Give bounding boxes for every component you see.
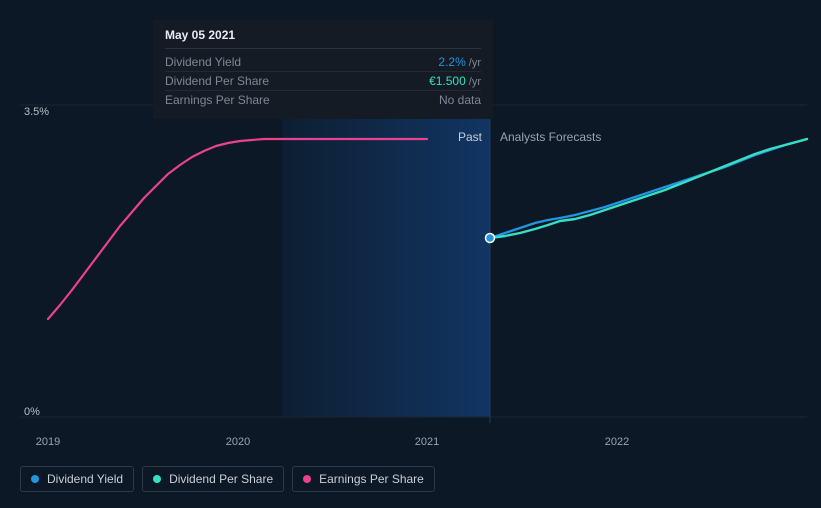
legend-label: Dividend Yield: [47, 472, 123, 486]
x-tick-2022: 2022: [605, 436, 629, 448]
legend-swatch: [303, 475, 311, 483]
tooltip-row-eps: Earnings Per Share No data: [165, 91, 481, 109]
tooltip-row-dps: Dividend Per Share €1.500/yr: [165, 72, 481, 91]
tooltip-label: Dividend Yield: [165, 55, 241, 69]
x-tick-2021: 2021: [415, 436, 439, 448]
legend-item-eps[interactable]: Earnings Per Share: [292, 466, 435, 492]
legend: Dividend Yield Dividend Per Share Earnin…: [20, 466, 435, 492]
tooltip-row-yield: Dividend Yield 2.2%/yr: [165, 53, 481, 72]
tooltip-value: €1.500/yr: [429, 74, 481, 88]
legend-label: Earnings Per Share: [319, 472, 424, 486]
x-tick-2019: 2019: [36, 436, 60, 448]
hover-tooltip: May 05 2021 Dividend Yield 2.2%/yr Divid…: [153, 20, 493, 119]
y-tick-max: 3.5%: [24, 106, 49, 118]
legend-item-yield[interactable]: Dividend Yield: [20, 466, 134, 492]
legend-swatch: [31, 475, 39, 483]
y-tick-min: 0%: [24, 406, 40, 418]
tooltip-date: May 05 2021: [165, 28, 481, 49]
tooltip-value: No data: [439, 93, 481, 107]
x-tick-2020: 2020: [226, 436, 250, 448]
tooltip-value: 2.2%/yr: [438, 55, 481, 69]
legend-label: Dividend Per Share: [169, 472, 273, 486]
legend-item-dps[interactable]: Dividend Per Share: [142, 466, 284, 492]
tooltip-label: Earnings Per Share: [165, 93, 270, 107]
legend-swatch: [153, 475, 161, 483]
region-label-past: Past: [458, 130, 482, 144]
region-label-forecast: Analysts Forecasts: [500, 130, 601, 144]
tooltip-label: Dividend Per Share: [165, 74, 269, 88]
